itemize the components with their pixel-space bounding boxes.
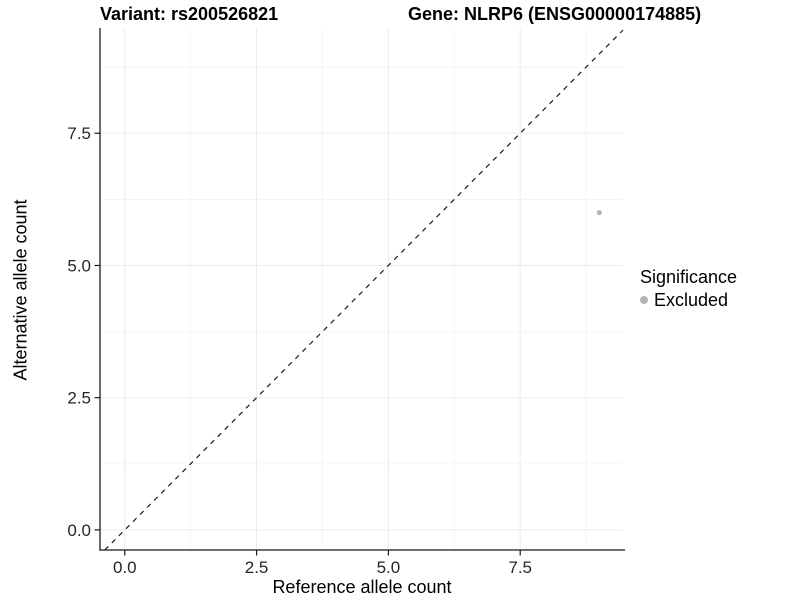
- y-axis-title: Alternative allele count: [10, 199, 31, 381]
- x-tick-label: 7.5: [508, 558, 532, 577]
- gene-title: Gene: NLRP6 (ENSG00000174885): [408, 4, 702, 24]
- data-point: [596, 209, 602, 216]
- legend-point-icon: [640, 296, 648, 304]
- x-tick-label: 5.0: [377, 558, 401, 577]
- x-axis-title: Reference allele count: [272, 577, 452, 597]
- x-tick-label: 0.0: [113, 558, 137, 577]
- x-tick-label: 2.5: [245, 558, 269, 577]
- identity-dashed-line: [104, 29, 624, 551]
- legend-item-label: Excluded: [654, 290, 729, 310]
- y-tick-label: 7.5: [67, 124, 91, 143]
- legend-title: Significance: [640, 267, 738, 287]
- y-tick-label: 0.0: [67, 521, 91, 540]
- y-tick-label: 2.5: [67, 389, 91, 408]
- variant-title: Variant: rs200526821: [100, 4, 279, 24]
- legend: Significance Excluded: [640, 266, 737, 310]
- legend-item-excluded: Excluded: [640, 290, 737, 310]
- plot-panel: [100, 28, 623, 550]
- y-tick-label: 5.0: [67, 256, 91, 275]
